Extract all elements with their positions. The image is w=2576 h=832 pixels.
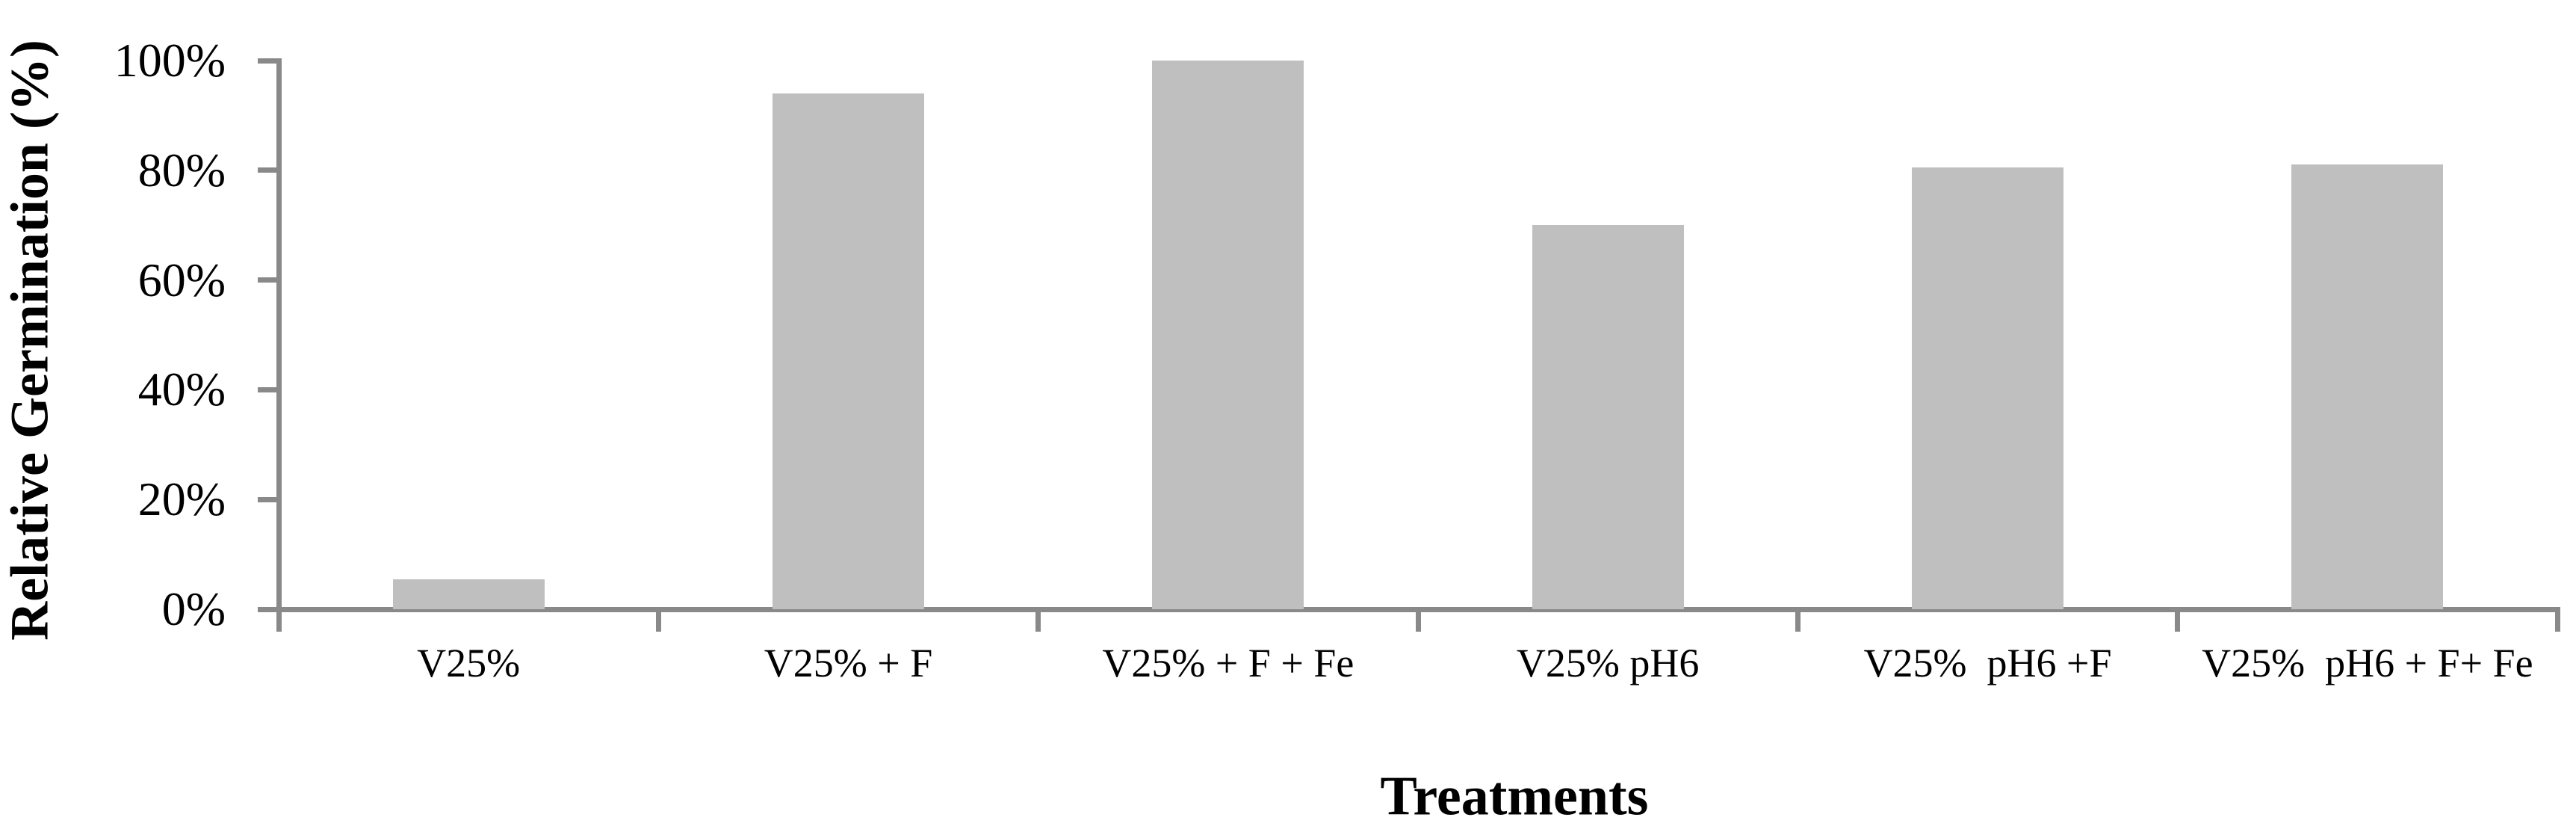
y-tick [258,386,282,392]
y-tick [258,58,282,64]
y-tick [258,606,282,612]
y-axis-title: Relative Germination (%) [0,40,60,641]
x-tick-label: V25% + F + Fe [1102,641,1354,685]
y-tick [258,496,282,502]
y-tick-label: 20% [137,472,226,526]
x-tick [1795,607,1801,632]
x-tick [655,607,661,632]
x-tick [2554,607,2560,632]
x-tick-label: V25% [417,641,521,685]
x-tick [276,607,282,632]
bar [1532,225,1684,609]
x-tick-label: V25% pH6 [1516,641,1700,685]
x-tick-label: V25% + F [764,641,933,685]
bar [1152,61,1304,609]
x-axis-line [260,607,2560,612]
bar [392,579,545,609]
bar [2291,164,2444,609]
y-tick-label: 100% [114,34,226,87]
y-tick-label: 80% [137,143,226,197]
x-tick-label: V25% pH6 +F [1863,641,2112,685]
bar [1911,167,2064,609]
y-axis-line [276,61,282,612]
bar [772,93,925,609]
x-tick [1035,607,1041,632]
x-tick [1415,607,1421,632]
y-tick-label: 60% [137,253,226,306]
x-tick-label: V25% pH6 + F+ Fe [2202,641,2533,685]
y-tick-label: 40% [137,363,226,416]
y-tick [258,277,282,283]
y-tick-label: 0% [161,582,226,635]
x-tick [2175,607,2181,632]
y-tick [258,167,282,173]
x-axis-title: Treatments [1380,765,1649,828]
